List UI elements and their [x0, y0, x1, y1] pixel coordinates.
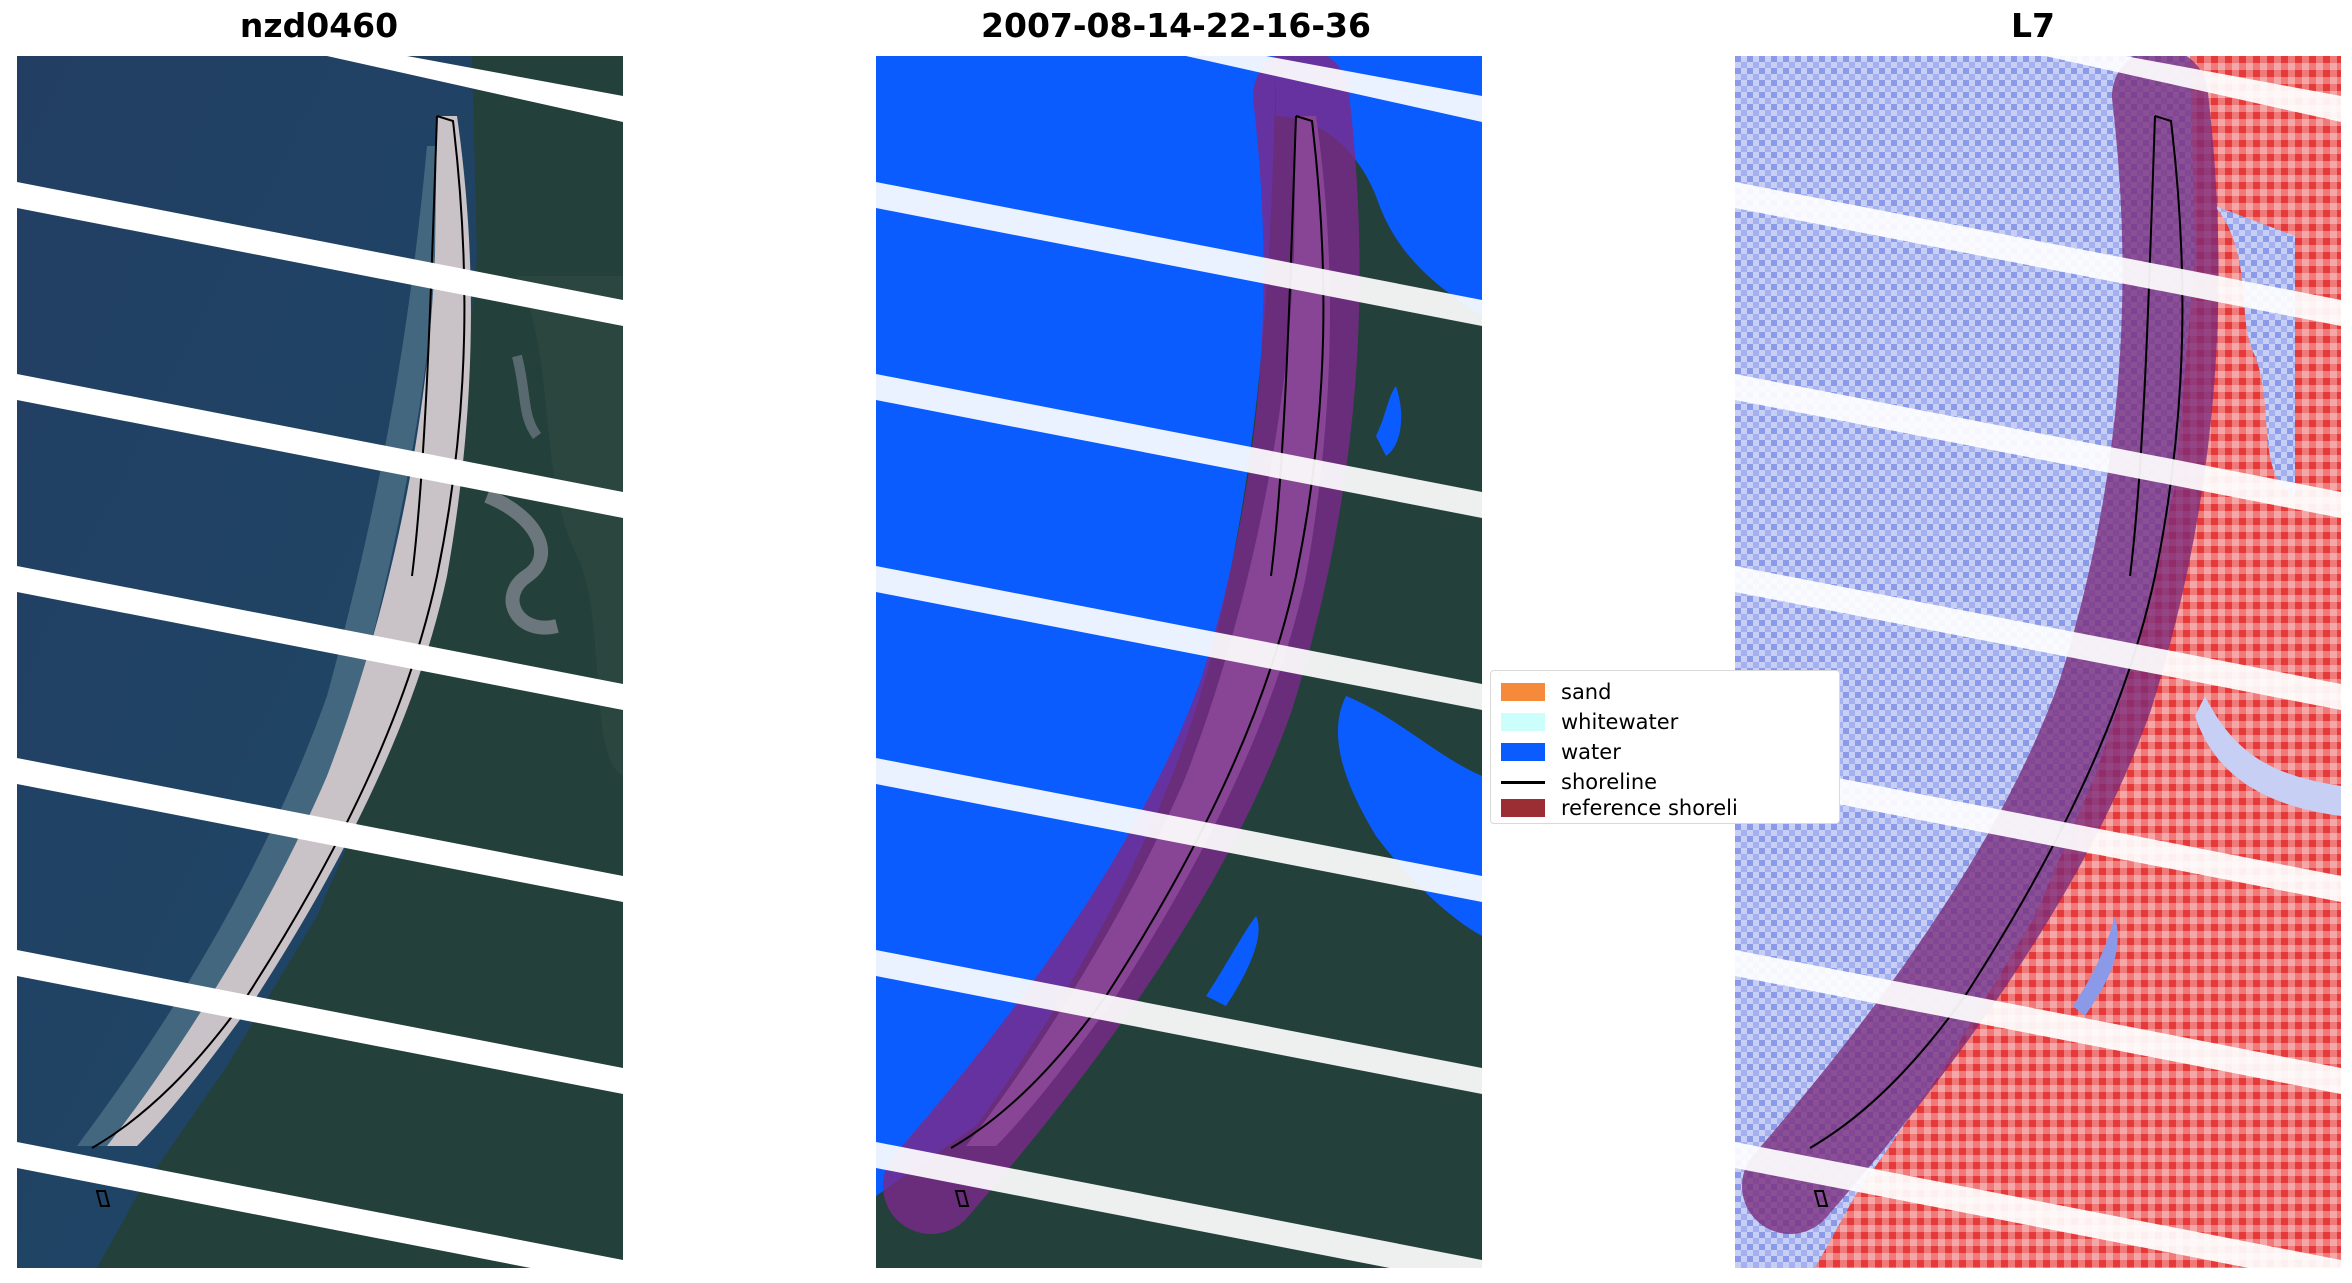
water-swatch: [1501, 743, 1545, 761]
legend-item-water: water: [1501, 739, 1621, 765]
classified-image-panel: [876, 56, 1482, 1268]
legend-label: sand: [1561, 680, 1612, 704]
sand-swatch: [1501, 683, 1545, 701]
panel-title-rgb: nzd0460: [239, 6, 399, 45]
legend-label: reference shoreli: [1561, 796, 1738, 820]
whitewater-swatch: [1501, 713, 1545, 731]
legend-item-sand: sand: [1501, 679, 1611, 705]
index-image: [1735, 56, 2341, 1268]
panel-title-satellite: L7: [2011, 6, 2055, 45]
legend-label: shoreline: [1561, 770, 1658, 794]
legend-item-whitewater: whitewater: [1501, 709, 1678, 735]
reference-shoreline-swatch: [1501, 799, 1545, 817]
legend-label: water: [1561, 740, 1621, 764]
shoreline-swatch: [1501, 780, 1545, 784]
legend-label: whitewater: [1561, 710, 1679, 734]
legend-item-reference-shoreline: reference shoreli: [1501, 795, 1738, 821]
rgb-image: [17, 56, 623, 1268]
legend-item-shoreline: shoreline: [1501, 769, 1657, 795]
panel-title-date: 2007-08-14-22-16-36: [981, 6, 1371, 45]
legend: sand whitewater water shoreline referenc…: [1490, 670, 1840, 824]
rgb-image-panel: [17, 56, 623, 1268]
index-image-panel: [1735, 56, 2341, 1268]
classified-image: [876, 56, 1482, 1268]
